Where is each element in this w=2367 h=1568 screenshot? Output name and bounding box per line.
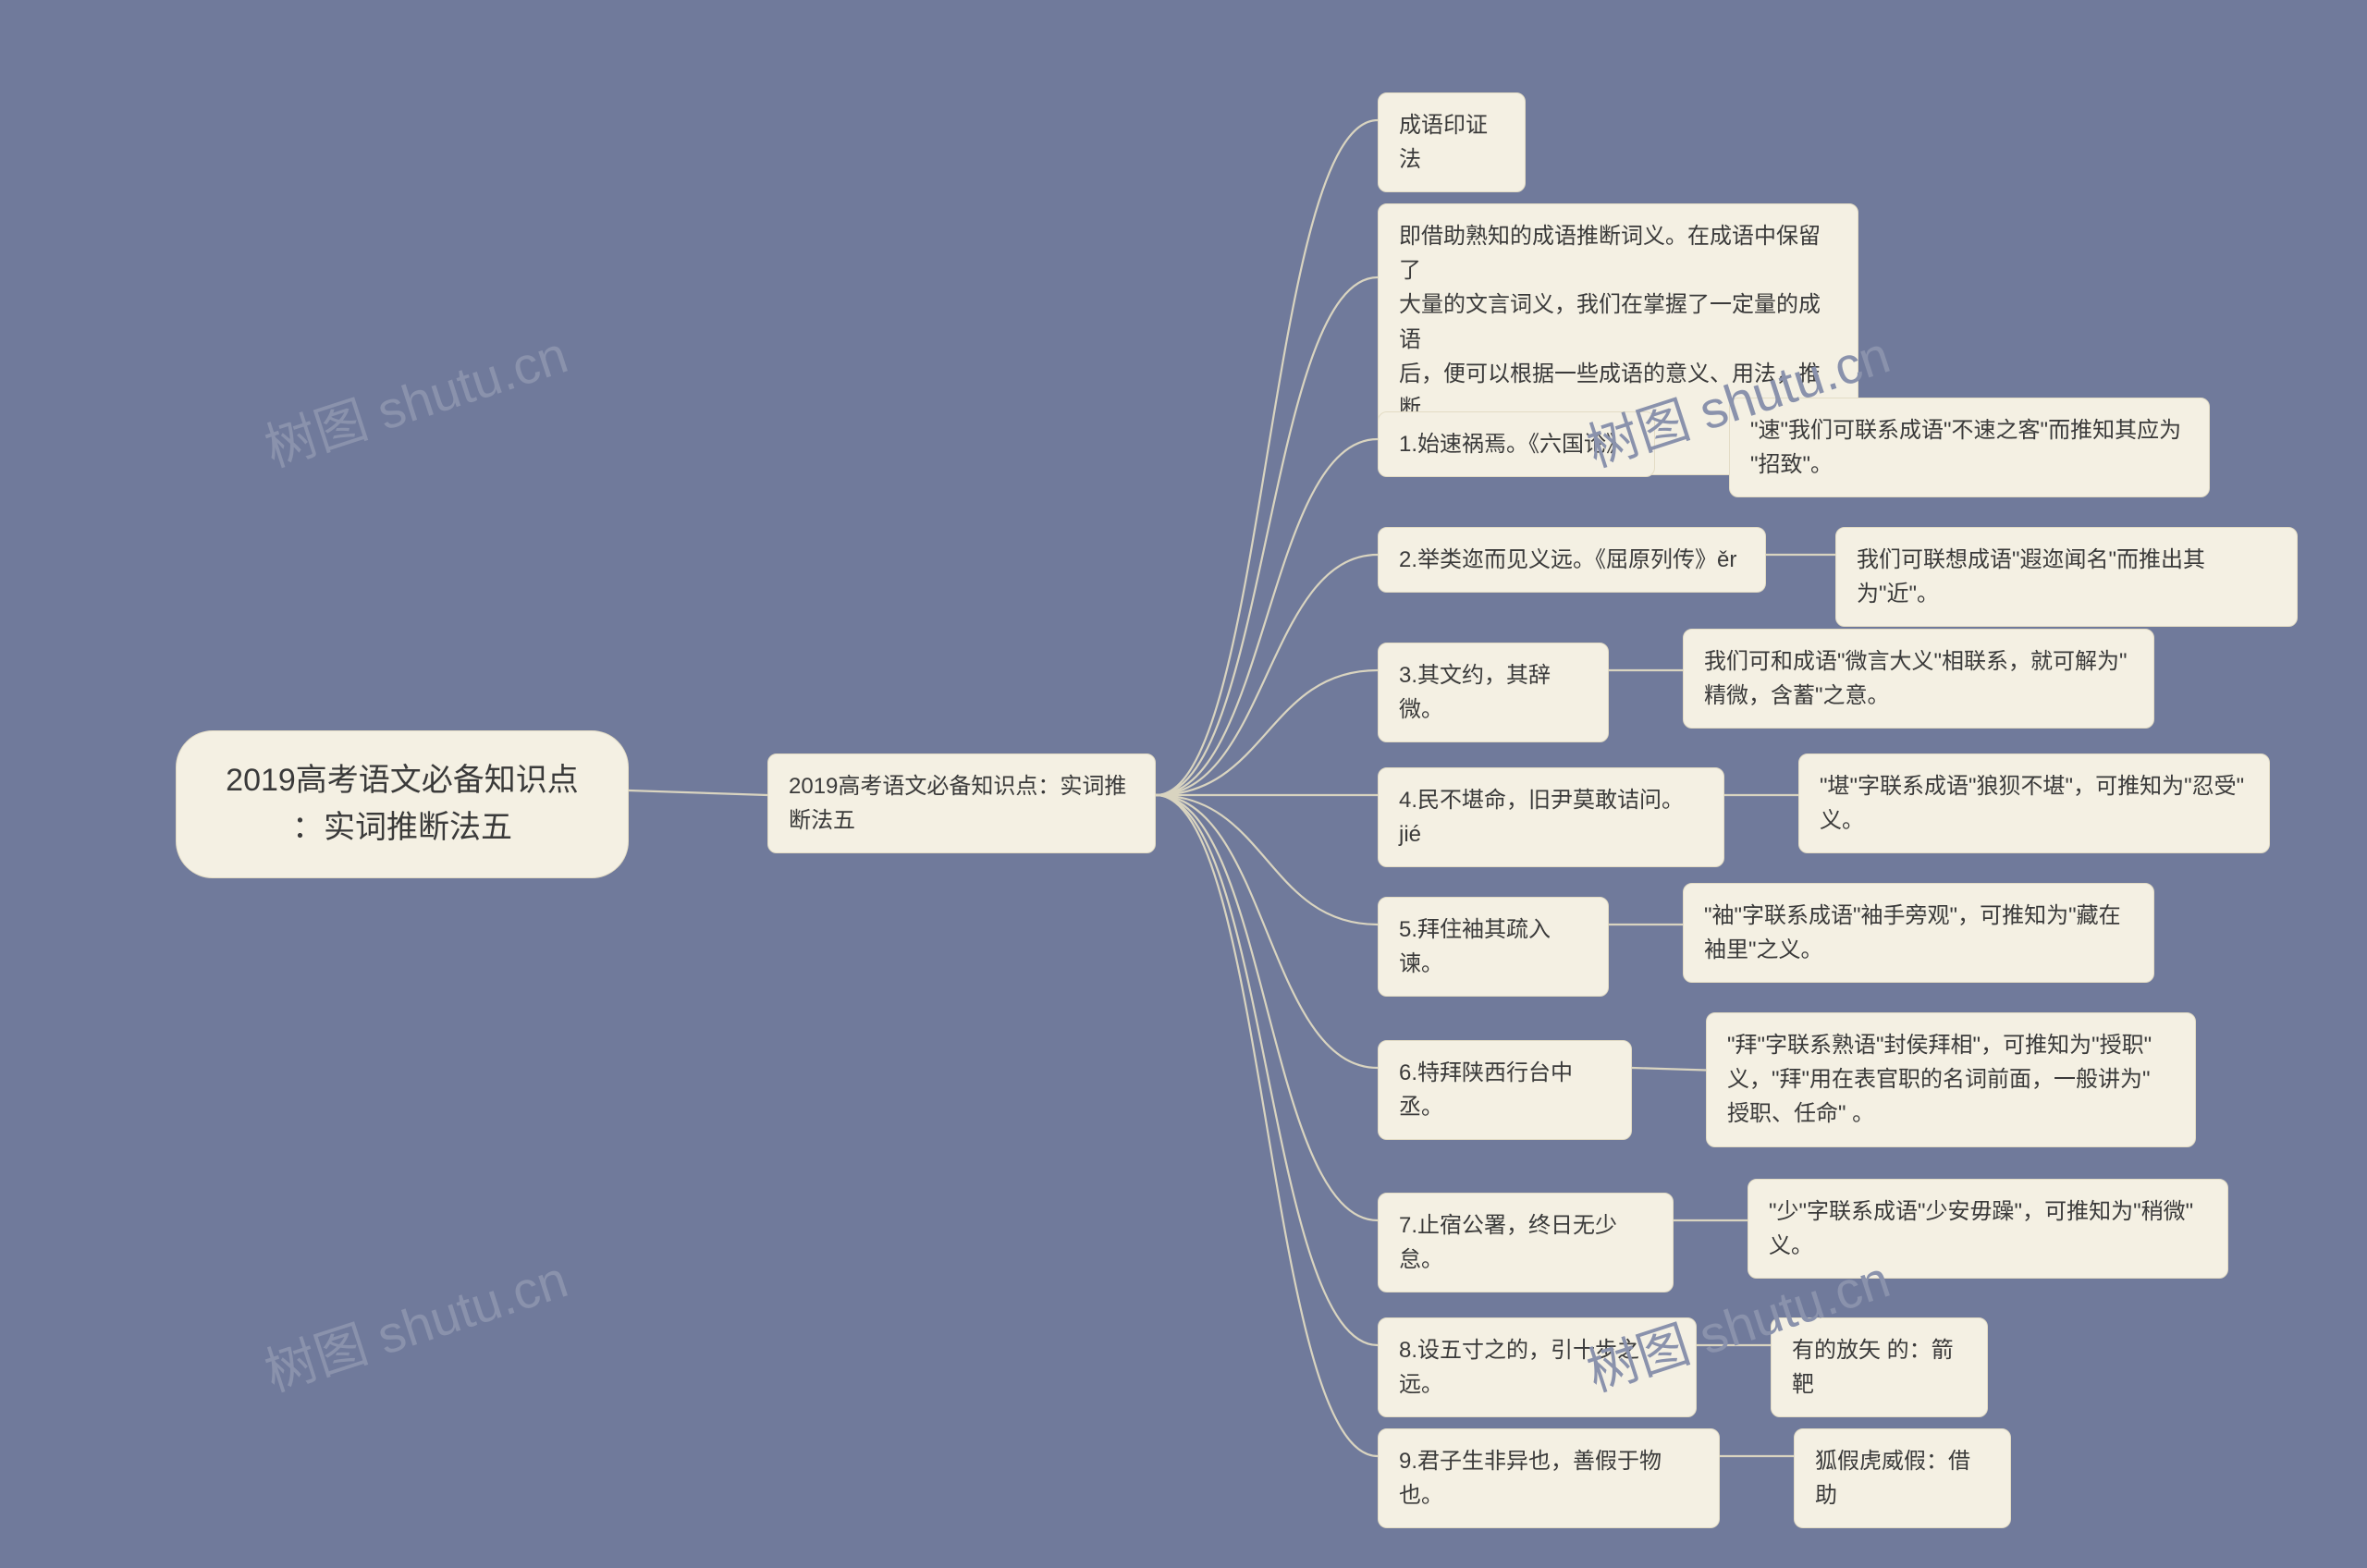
mindmap-node: 有的放矢 的：箭靶: [1771, 1317, 1988, 1417]
mindmap-node: "堪"字联系成语"狼狈不堪"，可推知为"忍受"义。: [1798, 753, 2270, 853]
mindmap-node: 1.始速祸焉。《六国论》: [1378, 411, 1655, 477]
mindmap-node: 7.止宿公署，终日无少怠。: [1378, 1193, 1674, 1292]
mindmap-node: 狐假虎威假：借助: [1794, 1428, 2011, 1528]
mindmap-node: "拜"字联系熟语"封侯拜相"，可推知为"授职"义，"拜"用在表官职的名词前面，一…: [1706, 1012, 2196, 1147]
mindmap-node: 8.设五寸之的，引十步之远。: [1378, 1317, 1697, 1417]
mindmap-node: "速"我们可联系成语"不速之客"而推知其应为"招致"。: [1729, 398, 2210, 497]
mindmap-node: 我们可联想成语"遐迩闻名"而推出其为"近"。: [1835, 527, 2298, 627]
mindmap-node: 成语印证法: [1378, 92, 1526, 192]
mindmap-node: 我们可和成语"微言大义"相联系，就可解为"精微，含蓄"之意。: [1683, 629, 2154, 729]
mindmap-root: 2019高考语文必备知识点：实词推断法五: [176, 730, 629, 878]
mindmap-node: "少"字联系成语"少安毋躁"，可推知为"稍微"义。: [1748, 1179, 2228, 1279]
mindmap-node: 2.举类迩而见义远。《屈原列传》ěr: [1378, 527, 1766, 593]
mindmap-node: 6.特拜陕西行台中丞。: [1378, 1040, 1632, 1140]
mindmap-node: 4.民不堪命，旧尹莫敢诘问。jié: [1378, 767, 1724, 867]
mindmap-node: 5.拜住袖其疏入谏。: [1378, 897, 1609, 997]
mindmap-node: "袖"字联系成语"袖手旁观"，可推知为"藏在袖里"之义。: [1683, 883, 2154, 983]
mindmap-node: 3.其文约，其辞微。: [1378, 643, 1609, 742]
mindmap-branch: 2019高考语文必备知识点：实词推断法五: [767, 753, 1156, 853]
mindmap-node: 9.君子生非异也，善假于物也。: [1378, 1428, 1720, 1528]
